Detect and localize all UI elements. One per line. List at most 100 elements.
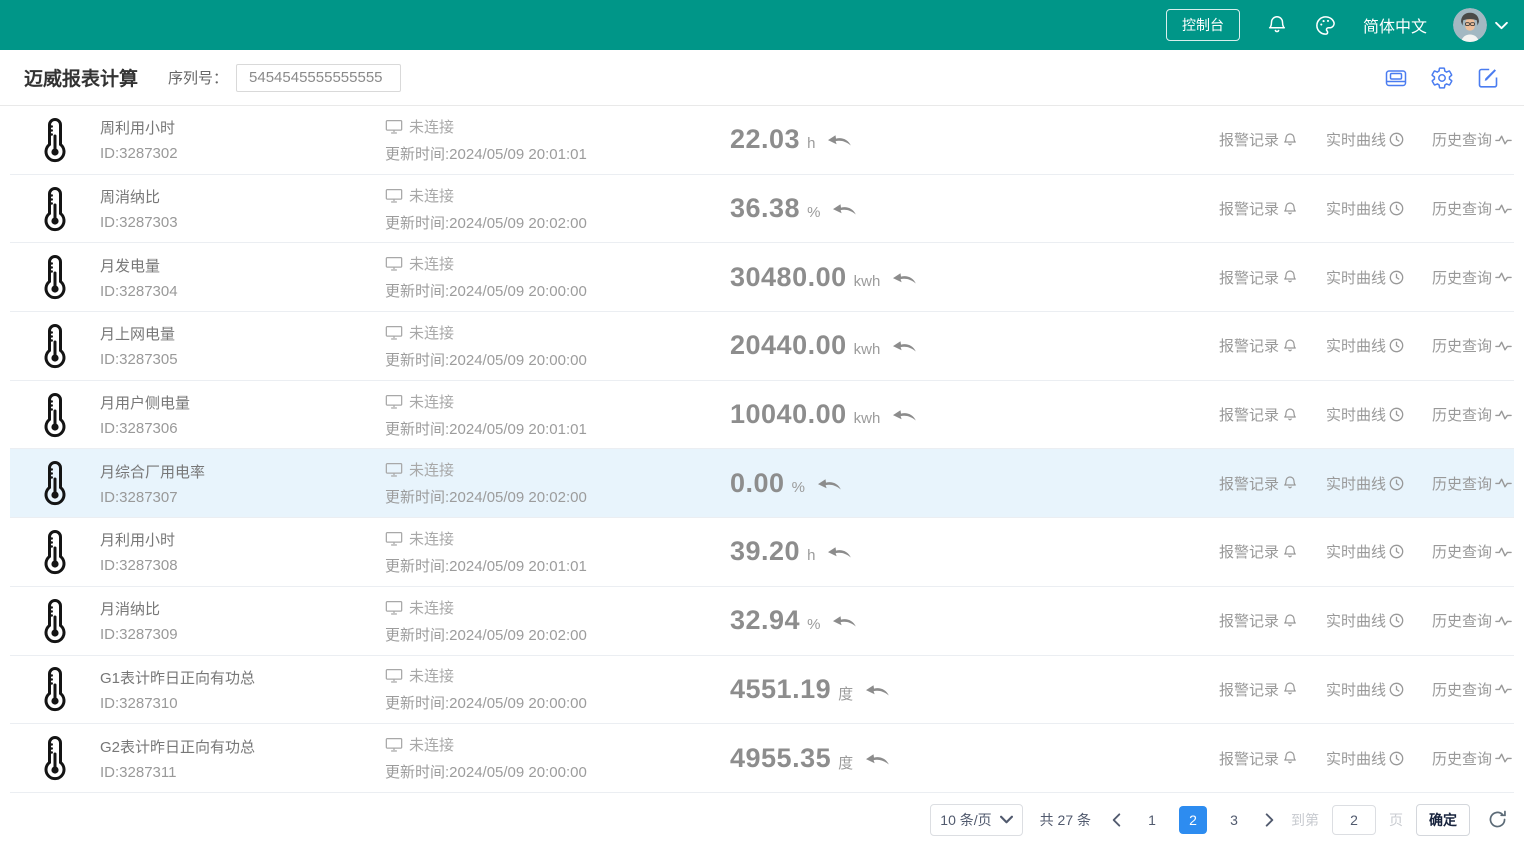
metric-id: ID:3287308 bbox=[100, 557, 178, 575]
history-query-link[interactable]: 历史查询 bbox=[1432, 679, 1512, 700]
history-query-link[interactable]: 历史查询 bbox=[1432, 129, 1512, 150]
realtime-curve-link[interactable]: 实时曲线 bbox=[1326, 198, 1404, 219]
realtime-clock-icon bbox=[1389, 407, 1404, 422]
refresh-icon[interactable] bbox=[1487, 809, 1508, 830]
metric-info: G1表计昨日正向有功总 ID:3287310 bbox=[100, 667, 385, 712]
alarm-records-link[interactable]: 报警记录 bbox=[1219, 335, 1298, 356]
page-button-3[interactable]: 3 bbox=[1220, 806, 1248, 834]
connection-info: 未连接 更新时间:2024/05/09 20:02:00 bbox=[385, 459, 730, 507]
realtime-curve-link[interactable]: 实时曲线 bbox=[1326, 335, 1404, 356]
realtime-curve-link[interactable]: 实时曲线 bbox=[1326, 679, 1404, 700]
message-icon[interactable] bbox=[1384, 66, 1408, 90]
reply-arrow-icon[interactable] bbox=[817, 478, 843, 493]
reply-arrow-icon[interactable] bbox=[832, 615, 858, 630]
metric-value: 36.38 bbox=[730, 193, 801, 224]
realtime-curve-link[interactable]: 实时曲线 bbox=[1326, 267, 1404, 288]
reply-arrow-icon[interactable] bbox=[892, 340, 918, 355]
next-page-button[interactable] bbox=[1261, 813, 1278, 827]
palette-icon[interactable] bbox=[1314, 14, 1337, 37]
realtime-curve-link[interactable]: 实时曲线 bbox=[1326, 404, 1404, 425]
history-pulse-icon bbox=[1495, 547, 1512, 557]
row-actions: 报警记录 实时曲线 历史查询 bbox=[1219, 335, 1514, 356]
alarm-records-link[interactable]: 报警记录 bbox=[1219, 129, 1298, 150]
realtime-curve-label: 实时曲线 bbox=[1325, 132, 1386, 150]
user-menu[interactable] bbox=[1453, 8, 1508, 42]
reply-arrow-icon[interactable] bbox=[827, 546, 853, 561]
realtime-curve-link[interactable]: 实时曲线 bbox=[1326, 610, 1404, 631]
table-row: 月综合厂用电率 ID:3287307 未连接 更新时间:2024/05/09 2… bbox=[10, 449, 1514, 519]
realtime-curve-link[interactable]: 实时曲线 bbox=[1326, 473, 1404, 494]
alarm-records-link[interactable]: 报警记录 bbox=[1219, 267, 1298, 288]
history-query-link[interactable]: 历史查询 bbox=[1432, 541, 1512, 562]
alarm-records-link[interactable]: 报警记录 bbox=[1219, 610, 1298, 631]
history-query-link[interactable]: 历史查询 bbox=[1432, 198, 1512, 219]
history-query-link[interactable]: 历史查询 bbox=[1432, 335, 1512, 356]
alarm-records-link[interactable]: 报警记录 bbox=[1219, 404, 1298, 425]
metric-info: 周消纳比 ID:3287303 bbox=[100, 186, 385, 231]
update-time: 更新时间:2024/05/09 20:00:00 bbox=[385, 351, 587, 369]
connection-info: 未连接 更新时间:2024/05/09 20:00:00 bbox=[385, 253, 730, 301]
history-query-link[interactable]: 历史查询 bbox=[1432, 748, 1512, 769]
history-query-label: 历史查询 bbox=[1431, 544, 1492, 562]
reply-arrow-icon[interactable] bbox=[892, 272, 918, 287]
prev-page-button[interactable] bbox=[1108, 813, 1125, 827]
realtime-curve-link[interactable]: 实时曲线 bbox=[1326, 541, 1404, 562]
bell-icon[interactable] bbox=[1266, 14, 1288, 36]
alarm-records-link[interactable]: 报警记录 bbox=[1219, 679, 1298, 700]
realtime-clock-icon bbox=[1389, 339, 1404, 353]
settings-icon[interactable] bbox=[1430, 66, 1454, 90]
history-query-label: 历史查询 bbox=[1431, 132, 1492, 150]
connection-info: 未连接 更新时间:2024/05/09 20:00:00 bbox=[385, 734, 730, 782]
alarm-records-link[interactable]: 报警记录 bbox=[1219, 748, 1298, 769]
alarm-records-link[interactable]: 报警记录 bbox=[1219, 541, 1298, 562]
monitor-icon bbox=[385, 530, 403, 547]
history-query-link[interactable]: 历史查询 bbox=[1432, 610, 1512, 631]
metric-value-group: 0.00 % bbox=[730, 468, 1219, 499]
realtime-curve-link[interactable]: 实时曲线 bbox=[1326, 748, 1404, 769]
alarm-records-link[interactable]: 报警记录 bbox=[1219, 198, 1298, 219]
realtime-curve-label: 实时曲线 bbox=[1325, 544, 1386, 562]
metric-value-group: 36.38 % bbox=[730, 193, 1219, 224]
alarm-records-link[interactable]: 报警记录 bbox=[1219, 473, 1298, 494]
metric-id: ID:3287311 bbox=[100, 763, 177, 781]
update-time: 更新时间:2024/05/09 20:00:00 bbox=[385, 764, 587, 782]
page-button-2[interactable]: 2 bbox=[1179, 805, 1207, 834]
alarm-records-label: 报警记录 bbox=[1218, 544, 1279, 562]
history-query-link[interactable]: 历史查询 bbox=[1432, 473, 1512, 494]
page-size-select[interactable]: 10 条/页 bbox=[930, 803, 1023, 836]
avatar[interactable] bbox=[1453, 8, 1487, 42]
confirm-button[interactable]: 确定 bbox=[1416, 803, 1470, 836]
history-query-link[interactable]: 历史查询 bbox=[1432, 267, 1512, 288]
reply-arrow-icon[interactable] bbox=[865, 753, 891, 768]
connection-info: 未连接 更新时间:2024/05/09 20:00:00 bbox=[385, 665, 730, 713]
reply-arrow-icon[interactable] bbox=[892, 409, 918, 424]
language-switcher[interactable]: 简体中文 bbox=[1362, 19, 1427, 36]
thermometer-icon bbox=[10, 460, 100, 506]
goto-page-input[interactable] bbox=[1332, 804, 1376, 835]
app-header: 控制台 简体中文 bbox=[0, 0, 1524, 50]
history-query-link[interactable]: 历史查询 bbox=[1432, 404, 1512, 425]
thermometer-icon bbox=[10, 735, 100, 781]
connection-status: 未连接 bbox=[409, 668, 455, 686]
metric-info: G2表计昨日正向有功总 ID:3287311 bbox=[100, 736, 385, 781]
update-time: 更新时间:2024/05/09 20:01:01 bbox=[385, 420, 587, 438]
metric-unit: 度 bbox=[838, 754, 854, 772]
reply-arrow-icon[interactable] bbox=[865, 684, 891, 699]
reply-arrow-icon[interactable] bbox=[827, 134, 853, 149]
realtime-curve-link[interactable]: 实时曲线 bbox=[1326, 129, 1404, 150]
metric-name: 月发电量 bbox=[100, 257, 161, 275]
realtime-curve-label: 实时曲线 bbox=[1325, 201, 1386, 219]
page-button-1[interactable]: 1 bbox=[1138, 806, 1166, 834]
reply-arrow-icon[interactable] bbox=[832, 203, 858, 218]
history-pulse-icon bbox=[1495, 753, 1512, 763]
update-time: 更新时间:2024/05/09 20:00:00 bbox=[385, 283, 587, 301]
connection-info: 未连接 更新时间:2024/05/09 20:02:00 bbox=[385, 597, 730, 645]
serial-input[interactable] bbox=[236, 63, 402, 92]
history-pulse-icon bbox=[1495, 684, 1512, 694]
metric-id: ID:3287304 bbox=[100, 282, 178, 300]
edit-icon[interactable] bbox=[1476, 66, 1500, 90]
connection-status: 未连接 bbox=[409, 187, 455, 205]
monitor-icon bbox=[385, 255, 403, 272]
console-button[interactable]: 控制台 bbox=[1165, 9, 1240, 41]
row-actions: 报警记录 实时曲线 历史查询 bbox=[1219, 267, 1514, 288]
